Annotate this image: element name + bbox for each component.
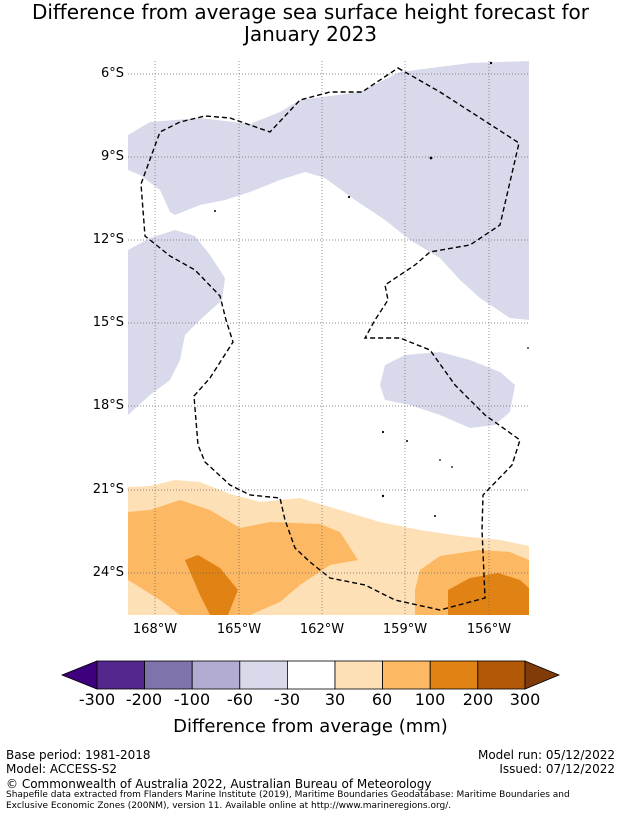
lon-label: 168°W [132, 622, 178, 637]
lat-label: 18°S [92, 398, 124, 413]
colorbar-bin-6 [334, 660, 383, 690]
lat-label: 6°S [100, 66, 124, 81]
colorbar-bin-9 [477, 660, 526, 690]
negative-anomaly-region-west [128, 230, 225, 415]
islands [214, 61, 529, 517]
copyright-text: © Commonwealth of Australia 2022, Austra… [6, 777, 432, 791]
colorbar-tick-label: 30 [324, 690, 346, 709]
colorbar-bin-5 [286, 660, 336, 690]
negative-anomaly-region-north [128, 61, 529, 320]
lat-label: 15°S [92, 315, 124, 330]
lon-label: 156°W [466, 622, 512, 637]
colorbar-extend-high [524, 660, 561, 690]
colorbar-bin-8 [429, 660, 479, 690]
colorbar-bin-3 [191, 660, 241, 690]
lat-label: 9°S [100, 149, 124, 164]
positive-anomaly-60-100 [128, 500, 358, 615]
model-run-text: Model run: 05/12/2022 [477, 748, 615, 762]
colorbar-tick-label: -200 [125, 690, 163, 709]
lon-label: 165°W [216, 622, 262, 637]
colorbar-tick-label: 100 [414, 690, 446, 709]
colorbar-tick-label: -100 [173, 690, 211, 709]
positive-anomaly-100-200-east [448, 573, 529, 615]
base-period-text: Base period: 1981-2018 [6, 748, 151, 762]
lat-label: 12°S [92, 232, 124, 247]
colorbar-tick-label: -30 [273, 690, 301, 709]
colorbar-title: Difference from average (mm) [173, 716, 448, 737]
gridlines [128, 61, 529, 615]
colorbar-tick-label: 200 [462, 690, 494, 709]
colorbar-extend-low [60, 660, 98, 690]
colorbar-tick-label: 60 [371, 690, 393, 709]
colorbar-tick-label: -60 [226, 690, 254, 709]
colorbar-tick-label: -300 [78, 690, 116, 709]
eez-boundary [140, 67, 521, 611]
shapefile-credit-line1: Shapefile data extracted from Flanders M… [6, 790, 570, 800]
lat-label: 24°S [92, 565, 124, 580]
map-area [128, 61, 529, 615]
issued-text: Issued: 07/12/2022 [499, 762, 615, 776]
shapefile-credit-line2: Exclusive Economic Zones (200NM), versio… [6, 801, 452, 811]
colorbar-bin-7 [382, 660, 431, 690]
colorbar [60, 660, 561, 690]
negative-anomaly-region-east [380, 352, 515, 428]
lat-label: 21°S [92, 482, 124, 497]
positive-anomaly-100-200 [185, 555, 238, 615]
colorbar-bin-2 [144, 660, 193, 690]
map-title-line1: Difference from average sea surface heig… [31, 0, 590, 24]
colorbar-bin-1 [96, 660, 145, 690]
colorbar-tick-label: 300 [509, 690, 541, 709]
lon-label: 159°W [382, 622, 428, 637]
model-text: Model: ACCESS-S2 [6, 762, 118, 776]
colorbar-bin-4 [239, 660, 288, 690]
lon-label: 162°W [299, 622, 345, 637]
map-title-line2: January 2023 [243, 22, 378, 46]
